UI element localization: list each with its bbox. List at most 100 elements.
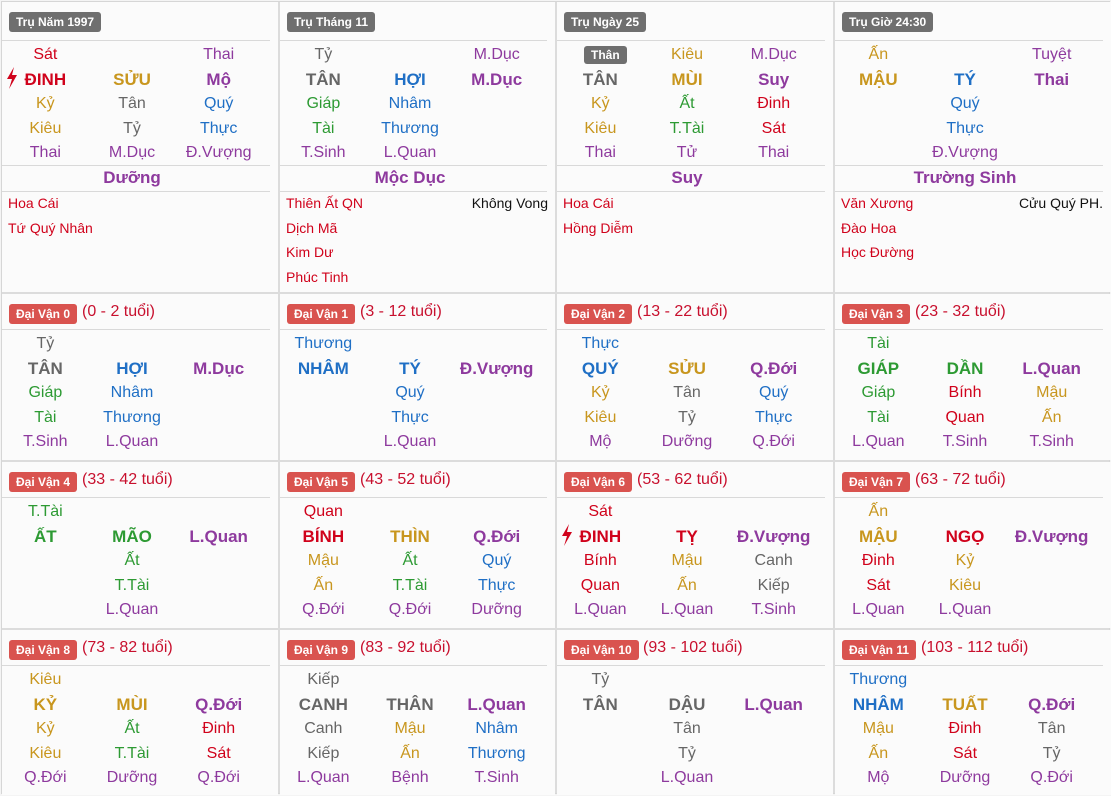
cell-text: Thực [754, 408, 793, 426]
cell-text [835, 117, 922, 141]
divider [2, 40, 270, 41]
cell-text [730, 332, 817, 356]
cell-text: CANH [298, 694, 348, 714]
cell-text: T.Tài [114, 744, 150, 762]
cell-text: Đ.Vượng [185, 144, 252, 161]
cell-text: Q.Đới [197, 769, 240, 786]
dai-van-cell: Đại Vận 1 (3 - 12 tuổi) Thương NHÂM TÝ Đ.Vượn… [280, 294, 555, 460]
cell-text: L.Quan [383, 433, 437, 450]
cell-text: Mậu [1036, 384, 1068, 401]
cell-text: QUÝ [581, 358, 619, 378]
detail-row: Kiêu Tỷ Thực [2, 117, 262, 141]
cell-text: Canh [304, 720, 343, 737]
divider [557, 191, 825, 192]
cell-text: SỬU [668, 358, 706, 378]
divider [835, 497, 1103, 498]
detail-row: Kiêu T.Tài Sát [2, 742, 262, 766]
detail-row: Thực [280, 406, 540, 430]
lightning-bolt-icon [5, 67, 19, 89]
dai-van-cell: Đại Vận 5 (43 - 52 tuổi) Quan BÍNH THÌN Q.Đới… [280, 462, 555, 628]
can-chi-row: KỶ MÙI Q.Đới [2, 693, 262, 717]
cell-text: Thai [29, 144, 61, 161]
dai-van-badge: Đại Vận 6 [564, 472, 633, 492]
cell-text: Q.Đới [388, 601, 432, 618]
dai-van-cell: Đại Vận 2 (13 - 22 tuổi) Thực QUÝ SỬU Q.Đới Kỷ… [557, 294, 833, 460]
phase-label: Suy [671, 168, 703, 187]
cell-text: T.Tài [114, 576, 150, 594]
cell-text: M.Dục [473, 46, 520, 63]
can-chi-row: TÂN MÙI Suy [557, 68, 817, 92]
cell-text: Tài [312, 119, 335, 137]
cell-text: Kiếp [307, 671, 340, 688]
dai-van-cell: Đại Vận 4 (33 - 42 tuổi) T.Tài ẤT MÃO L.Quan Ấ… [2, 462, 278, 628]
cell-text: Bính [583, 552, 617, 569]
dai-van-badge: Đại Vận 10 [564, 640, 639, 660]
cell-text: Ấn [868, 46, 889, 63]
divider [280, 165, 547, 166]
star-row: Văn Xương Cửu Quý PH. [841, 191, 1103, 216]
cell-text [1008, 549, 1095, 573]
cell-text: Giáp [28, 384, 63, 401]
detail-row: Quý [280, 381, 540, 405]
cell-text: Đ.Vượng [932, 144, 998, 161]
detail-row: Đinh Kỷ [835, 549, 1095, 573]
cell-text: Ất [402, 552, 418, 569]
dai-van-cell: Đại Vận 0 (0 - 2 tuổi) Tỷ TÂN HỢI M.Dục Giáp Nh… [2, 294, 278, 460]
divider [2, 191, 270, 192]
cell-text: Kiêu [29, 119, 62, 137]
detail-row: Mộ Dưỡng Q.Đới [557, 430, 817, 454]
cell-text: Thực [391, 408, 429, 426]
cell-text: M.Dục [108, 144, 156, 161]
cell-text: THÌN [390, 526, 430, 546]
detail-row: Quan Ấn Kiếp [557, 574, 817, 598]
detail-row: L.Quan [280, 430, 540, 454]
dai-van-badge: Đại Vận 4 [9, 472, 78, 492]
cell-text: T.Sinh [942, 433, 988, 450]
cell-text: Tỷ [678, 408, 696, 426]
dai-van-badge: Đại Vận 2 [564, 304, 633, 324]
star-row: Thiên Ất QN Không Vong [286, 191, 548, 216]
cell-text: Kiêu [584, 119, 617, 137]
cell-text: M.Dục [193, 358, 245, 378]
dai-van-cell: Đại Vận 10 (93 - 102 tuổi) Tỷ TÂN DẬU L.Quan T… [557, 630, 833, 795]
dai-van-cell: Đại Vận 6 (53 - 62 tuổi) Sát ĐINH TỴ Đ.Vượng B… [557, 462, 833, 628]
divider [280, 497, 547, 498]
dai-van-badge: Đại Vận 1 [287, 304, 356, 324]
can-chi-row: MẬU TÝ Thai [835, 68, 1095, 92]
divider [557, 665, 825, 666]
cell-text: Thực [581, 335, 620, 352]
star-left: Văn Xương [841, 195, 914, 211]
detail-row: L.Quan Bệnh T.Sinh [280, 766, 540, 790]
cell-text: Tử [676, 144, 698, 161]
cell-text [557, 717, 644, 741]
cell-text: Đinh [757, 95, 791, 112]
cell-text [1008, 92, 1095, 116]
dai-van-cell: Đại Vận 7 (63 - 72 tuổi) Ấn MẬU NGỌ Đ.Vượng Đi… [835, 462, 1111, 628]
cell-text: Kiếp [307, 744, 340, 762]
cell-text: Ất [124, 720, 140, 737]
star-right: Cửu Quý PH. [1018, 195, 1103, 211]
detail-row: T.Tài [2, 500, 262, 524]
cell-text: Bệnh [391, 769, 429, 786]
cell-text [2, 598, 89, 622]
cell-text [644, 500, 731, 524]
phase-label: Trường Sinh [913, 168, 1017, 187]
dai-van-badge: Đại Vận 7 [842, 472, 911, 492]
divider [557, 329, 825, 330]
cell-text: Thương [467, 744, 526, 762]
cell-text [2, 549, 89, 573]
cell-text: L.Quan [1022, 358, 1081, 378]
stars-list: Hoa Cái Tứ Quý Nhân [8, 191, 270, 240]
cell-text: Quý [482, 552, 512, 569]
cell-text: L.Quan [105, 601, 159, 618]
cell-text: MẬU [858, 526, 898, 546]
star-row: Hồng Diễm [563, 216, 825, 241]
cell-text: L.Quan [297, 769, 350, 786]
pillar-cell: Trụ Giờ 24:30 Ấn Tuyệt MẬU TÝ Thai Quý Thực Đ.Vư… [835, 2, 1111, 292]
cell-text: SỬU [113, 69, 151, 89]
can-chi-row: TÂN HỢI M.Dục [2, 357, 262, 381]
cell-text [453, 141, 540, 165]
cell-text [175, 500, 262, 524]
cell-text: Tỷ [591, 671, 610, 688]
cell-text: TÂN [582, 694, 618, 714]
